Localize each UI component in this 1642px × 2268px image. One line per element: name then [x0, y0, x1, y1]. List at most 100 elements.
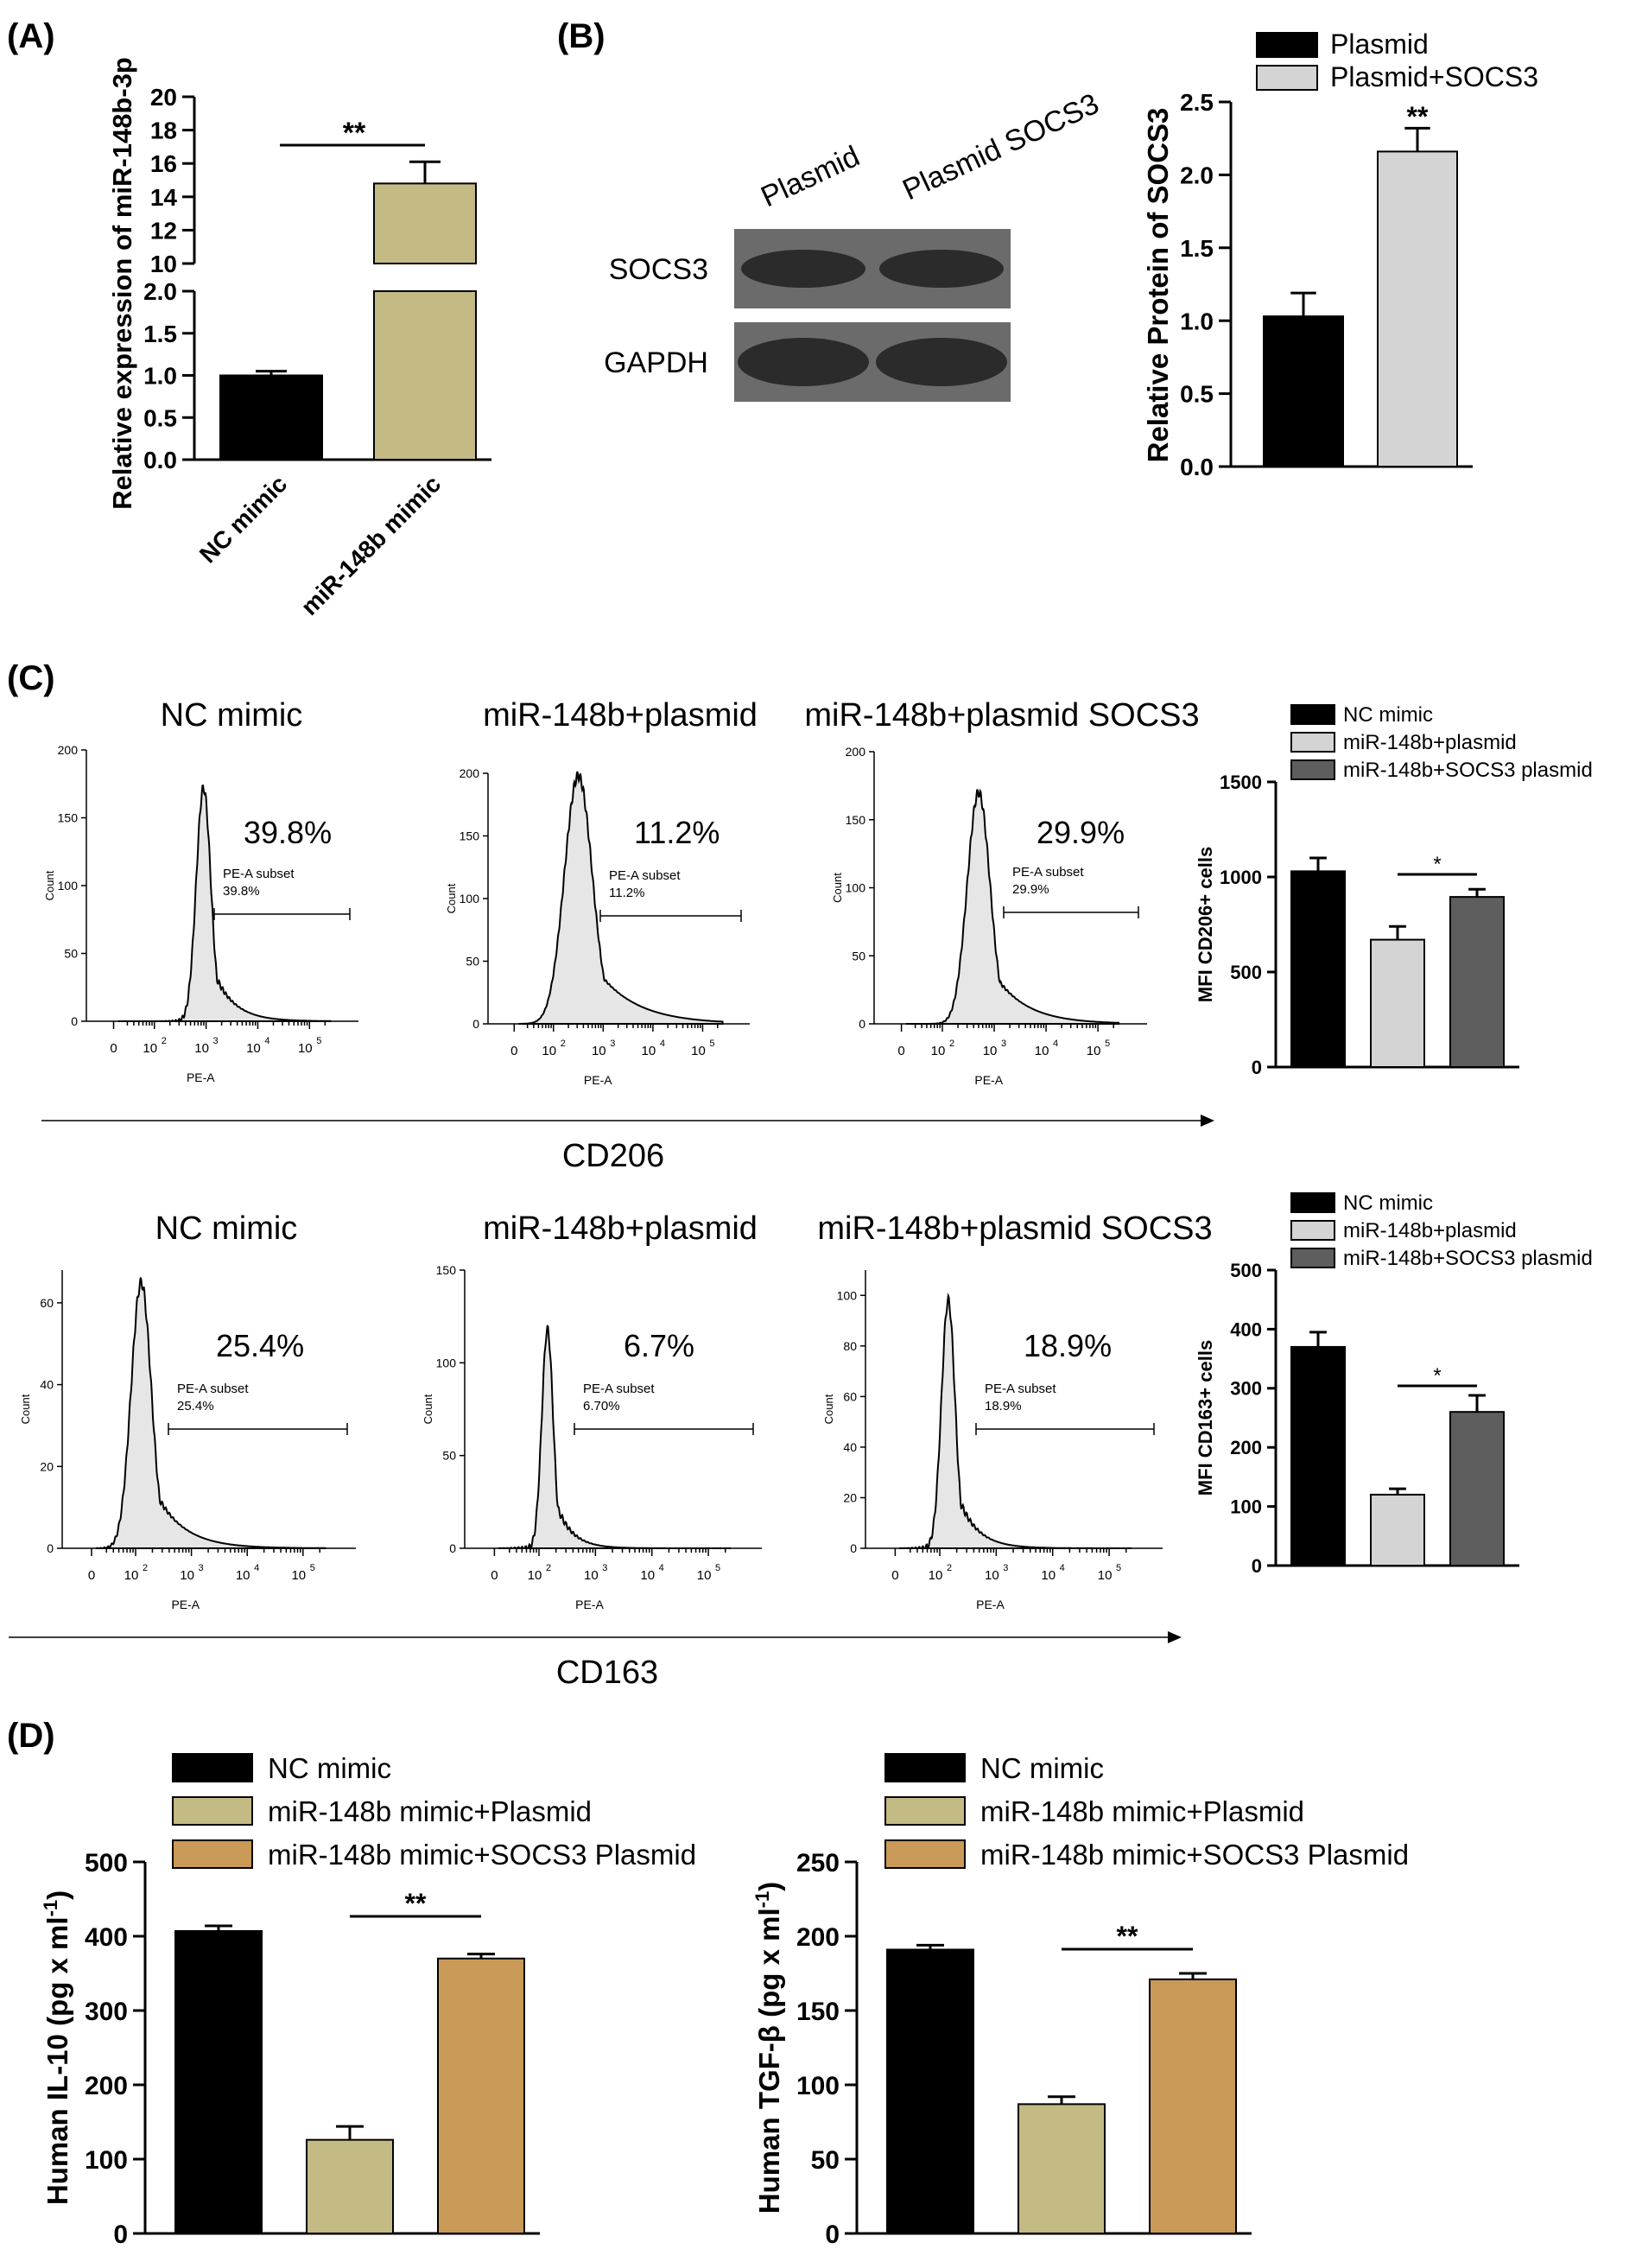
blot-row-label: SOCS3 — [609, 253, 708, 286]
x-axis-label: PE-A — [976, 1598, 1005, 1611]
histogram-curve — [117, 785, 332, 1023]
y-tick-label: 100 — [846, 881, 866, 895]
x-tick-exponent: 3 — [1003, 1563, 1008, 1573]
y-tick-label: 100 — [837, 1288, 858, 1302]
gate-name: PE-A subset — [1012, 865, 1084, 880]
x-tick-exponent: 3 — [602, 1563, 607, 1573]
blot-band — [876, 338, 1007, 386]
gate-percent: 39.8% — [223, 884, 260, 899]
x-axis-label: PE-A — [974, 1073, 1003, 1087]
y-tick-label: 150 — [796, 1998, 840, 2026]
legend-swatch — [1256, 32, 1318, 58]
x-tick-exponent: 2 — [947, 1563, 952, 1573]
tgfb-bar-chart: 0 50 100 150 200 250 ** Human TGF-β (pg x ml-1)… — [751, 1752, 1409, 2249]
y-axis-label: Count — [445, 883, 458, 913]
x-tick-label: 10 — [542, 1044, 556, 1058]
x-tick-label: 0 — [510, 1044, 517, 1058]
x-tick-label: 10 — [1087, 1044, 1101, 1058]
y-tick-label: 2.5 — [1180, 89, 1214, 116]
y-tick-label: 50 — [852, 949, 865, 962]
x-tick-exponent: 3 — [610, 1039, 615, 1049]
legend-label: miR-148b mimic+SOCS3 Plasmid — [980, 1839, 1409, 1871]
x-tick-exponent: 5 — [310, 1563, 315, 1573]
x-tick-exponent: 3 — [213, 1036, 219, 1046]
y-tick-label: 100 — [1230, 1496, 1262, 1518]
x-tick-exponent: 4 — [264, 1036, 269, 1046]
y-tick-label: 50 — [466, 955, 479, 969]
flow-histogram-mir-148b-plasmid: miR-148b+plasmid 0 50 100 150 200 Count 0 10 2 10 3… — [445, 697, 758, 1087]
significance-marker: ** — [1117, 1921, 1138, 1952]
x-tick-exponent: 3 — [199, 1563, 204, 1573]
flow-histogram-mir-148b-plasmid-socs3: miR-148b+plasmid SOCS3 0 20 40 60 80 100 Count 0… — [817, 1210, 1212, 1611]
x-tick-exponent: 2 — [143, 1563, 148, 1573]
y-axis-label: Human IL-10 (pg x ml-1) — [40, 1890, 73, 2205]
x-tick-exponent: 5 — [1105, 1039, 1110, 1049]
y-tick-label: 0 — [449, 1541, 456, 1555]
legend-swatch — [1290, 1192, 1335, 1213]
y-axis-label: Relative expression of miR-148b-3p — [107, 57, 137, 510]
x-tick-label: 10 — [640, 1568, 655, 1583]
legend-swatch — [884, 1839, 966, 1869]
y-tick-label: 100 — [460, 892, 480, 905]
histogram-curve — [518, 771, 724, 1025]
y-tick-label: 1.0 — [1180, 308, 1214, 334]
histogram-title: miR-148b+plasmid SOCS3 — [817, 1210, 1212, 1247]
x-axis-label: PE-A — [187, 1070, 215, 1084]
gate-name: PE-A subset — [177, 1382, 249, 1396]
legend-label: NC mimic — [1343, 1191, 1433, 1215]
x-tick-exponent: 2 — [949, 1039, 954, 1049]
y-tick-label: 50 — [811, 2146, 840, 2175]
legend-label: miR-148b+plasmid — [1343, 731, 1517, 754]
cd206-mfi-bar-chart: 0 500 1000 1500 * MFI CD206+ cells NC mimic miR… — [1195, 703, 1593, 1078]
y-axis-label-text: Human IL-10 (pg x ml — [41, 1916, 73, 2205]
gate-percent: 6.70% — [583, 1399, 620, 1414]
legend-swatch — [884, 1796, 966, 1826]
blot-row-label: GAPDH — [604, 346, 708, 379]
x-tick-label: 10 — [983, 1044, 998, 1058]
panel-a-label: (A) — [7, 17, 55, 55]
legend-swatch — [172, 1753, 253, 1782]
marker-label: CD206 — [562, 1138, 664, 1174]
y-tick-label: 500 — [1230, 1260, 1262, 1281]
bar-mir-148b-mimic-lower — [373, 290, 477, 461]
bar-mir-148b-mimic-upper — [373, 182, 477, 264]
legend-label: NC mimic — [1343, 703, 1433, 727]
blot-band — [741, 250, 865, 288]
y-tick-label: 0 — [472, 1017, 479, 1031]
bar-mir-148b-mimic-socs3-plasmid — [1149, 1978, 1237, 2234]
y-tick-label: 0 — [825, 2220, 840, 2249]
bar-nc-mimic — [1290, 870, 1346, 1069]
bar-nc-mimic — [1290, 1345, 1346, 1567]
histogram-title: NC mimic — [161, 697, 303, 734]
y-tick-label: 20 — [40, 1459, 54, 1473]
gate-percent: 29.9% — [1012, 882, 1049, 897]
legend-swatch — [1290, 732, 1335, 753]
bar-nc-mimic — [219, 374, 323, 461]
x-tick-exponent: 5 — [709, 1039, 714, 1049]
panel-b-label: (B) — [557, 17, 605, 55]
legend-swatch — [1290, 759, 1335, 780]
x-tick-exponent: 5 — [316, 1036, 321, 1046]
y-axis-label: Human TGF-β (pg x ml-1) — [751, 1882, 785, 2214]
x-tick-exponent: 5 — [715, 1563, 720, 1573]
histogram-title: miR-148b+plasmid — [483, 697, 758, 734]
y-tick-label: 16 — [150, 150, 177, 177]
y-tick-label: 1.5 — [143, 321, 177, 347]
y-tick-label: 400 — [1230, 1318, 1262, 1340]
y-tick-label: 40 — [40, 1378, 54, 1392]
y-tick-label: 0 — [1252, 1057, 1262, 1078]
bar-plasmid — [1263, 315, 1344, 467]
legend-swatch — [1290, 704, 1335, 725]
legend-label: Plasmid+SOCS3 — [1330, 61, 1538, 92]
x-tick-label: 0 — [88, 1568, 95, 1583]
bar-mir-148b-mimic-socs3-plasmid — [437, 1957, 525, 2235]
x-tick-exponent: 2 — [162, 1036, 167, 1046]
y-tick-label: 150 — [58, 811, 79, 825]
x-tick-exponent: 4 — [254, 1563, 259, 1573]
x-tick-label: 0 — [110, 1041, 117, 1056]
y-tick-label: 50 — [64, 947, 78, 961]
y-tick-label: 200 — [85, 2072, 128, 2100]
x-tick-label: 10 — [1041, 1568, 1056, 1583]
y-tick-label: 200 — [460, 766, 480, 780]
